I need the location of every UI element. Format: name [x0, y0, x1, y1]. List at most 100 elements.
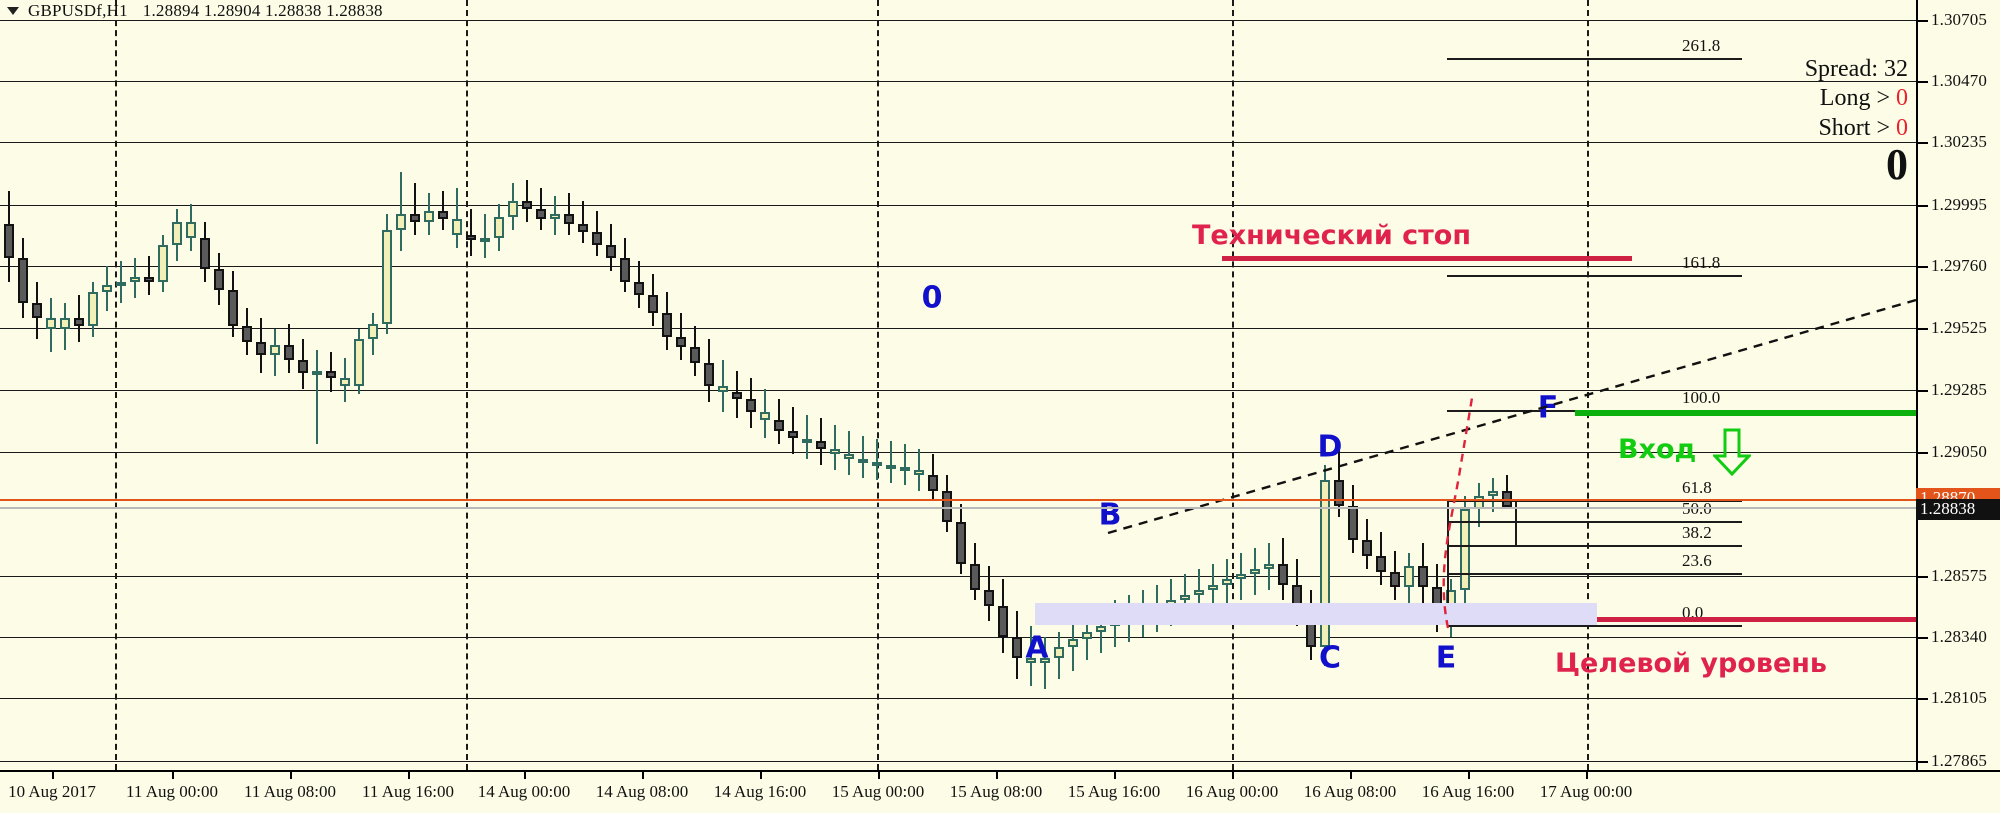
time-axis[interactable]: 10 Aug 2017 11 Aug 00:00 11 Aug 08:00 11 Au… — [0, 770, 2000, 813]
price-tick-label: 1.28340 — [1931, 626, 1987, 646]
candlestick — [284, 323, 294, 374]
arrow-down-icon — [1713, 428, 1751, 476]
gridline-horizontal — [0, 451, 1916, 453]
candle-body — [158, 245, 168, 282]
candle-body — [508, 200, 518, 217]
target-level-line[interactable] — [1575, 617, 1916, 622]
candlestick — [774, 399, 784, 444]
candlestick — [116, 261, 126, 303]
candle-body — [816, 441, 826, 449]
candle-body — [116, 281, 126, 286]
candlestick — [242, 308, 252, 355]
candlestick — [718, 360, 728, 413]
price-axis[interactable]: 1.30705 1.30470 1.30235 1.29995 1.29760 1.295… — [1916, 0, 2000, 770]
candle-body — [676, 336, 686, 348]
candlestick — [1040, 636, 1050, 690]
time-tick — [996, 772, 998, 779]
candle-body — [256, 341, 266, 355]
candle-wick — [834, 425, 836, 470]
gridline-vertical — [115, 0, 117, 770]
candlestick — [298, 339, 308, 389]
price-tick-label: 1.29760 — [1931, 256, 1987, 276]
technical-stop-line[interactable] — [1222, 256, 1632, 261]
candle-body — [998, 605, 1008, 637]
price-tick — [1918, 80, 1928, 83]
candlestick — [1320, 464, 1330, 666]
candle-body — [536, 208, 546, 220]
long-row: Long > 0 — [1805, 84, 1908, 113]
candle-body — [452, 219, 462, 235]
candle-body — [186, 221, 196, 238]
candlestick — [46, 297, 56, 353]
wave-label-a: A — [1025, 630, 1049, 666]
candlestick — [158, 234, 168, 293]
chart-plot-area[interactable]: 261.8 161.8 100.0 61.8 50.0 38.2 23.6 0.0 Техни… — [0, 0, 1916, 770]
ohlc-values: 1.28894 1.28904 1.28838 1.28838 — [142, 1, 383, 20]
wave-label-f: F — [1537, 390, 1559, 426]
candle-body — [942, 490, 952, 523]
candle-body — [410, 214, 420, 222]
price-tick — [1918, 698, 1928, 701]
candle-body — [466, 234, 476, 241]
candlestick — [270, 328, 280, 376]
candle-body — [1362, 540, 1372, 556]
price-tick — [1918, 760, 1928, 763]
fib-level-inner-line — [1447, 625, 1640, 627]
candle-wick — [316, 349, 318, 444]
time-tick-label: 15 Aug 08:00 — [949, 782, 1043, 801]
wave-label-b: B — [1098, 497, 1122, 533]
time-tick — [1350, 772, 1352, 779]
entry-level-line[interactable] — [1575, 410, 1916, 416]
candle-body — [886, 464, 896, 469]
gridline-horizontal — [0, 760, 1916, 762]
gridline-horizontal — [0, 327, 1916, 329]
candlestick — [1012, 610, 1022, 679]
candlestick — [1068, 621, 1078, 671]
candlestick — [620, 237, 630, 293]
candlestick — [494, 203, 504, 251]
fib-level-line[interactable] — [1447, 275, 1742, 277]
price-tick — [1918, 451, 1928, 454]
candlestick — [1236, 553, 1246, 601]
triangle-down-icon[interactable] — [7, 7, 19, 15]
candle-wick — [1044, 636, 1046, 690]
candlestick — [382, 214, 392, 335]
gridline-horizontal — [0, 698, 1916, 700]
candlestick — [18, 237, 28, 319]
candlestick — [704, 339, 714, 402]
candlestick — [466, 208, 476, 256]
candle-body — [1096, 626, 1106, 632]
candlestick — [438, 190, 448, 230]
candlestick — [354, 328, 364, 395]
candle-body — [858, 459, 868, 464]
candlestick — [4, 190, 14, 282]
candle-body — [648, 294, 658, 314]
candlestick — [326, 352, 336, 392]
candle-body — [1348, 506, 1358, 541]
demand-zone — [1035, 602, 1597, 625]
candlestick — [480, 214, 490, 259]
candle-body — [298, 360, 308, 374]
candle-body — [312, 370, 322, 375]
short-label: Short > — [1818, 114, 1890, 141]
price-tick-label: 1.29525 — [1931, 317, 1987, 337]
spread-row: Spread: 32 — [1805, 55, 1908, 84]
time-tick-label: 16 Aug 00:00 — [1185, 782, 1279, 801]
price-tick-label: 1.30705 — [1931, 9, 1987, 29]
candlestick — [522, 180, 532, 222]
time-tick — [1468, 772, 1470, 779]
candlestick — [214, 253, 224, 306]
time-tick-label: 15 Aug 16:00 — [1067, 782, 1161, 801]
candlestick — [578, 200, 588, 243]
fib-level-inner-line — [1447, 521, 1640, 523]
candle-wick — [904, 443, 906, 486]
candle-body — [1278, 563, 1288, 585]
time-tick-label: 15 Aug 00:00 — [831, 782, 925, 801]
time-tick-label: 14 Aug 00:00 — [477, 782, 571, 801]
candle-body — [340, 378, 350, 387]
candlestick — [802, 415, 812, 460]
candle-body — [578, 224, 588, 233]
time-tick-label: 16 Aug 16:00 — [1421, 782, 1515, 801]
candle-body — [1488, 490, 1498, 496]
fib-level-line[interactable] — [1447, 58, 1742, 60]
